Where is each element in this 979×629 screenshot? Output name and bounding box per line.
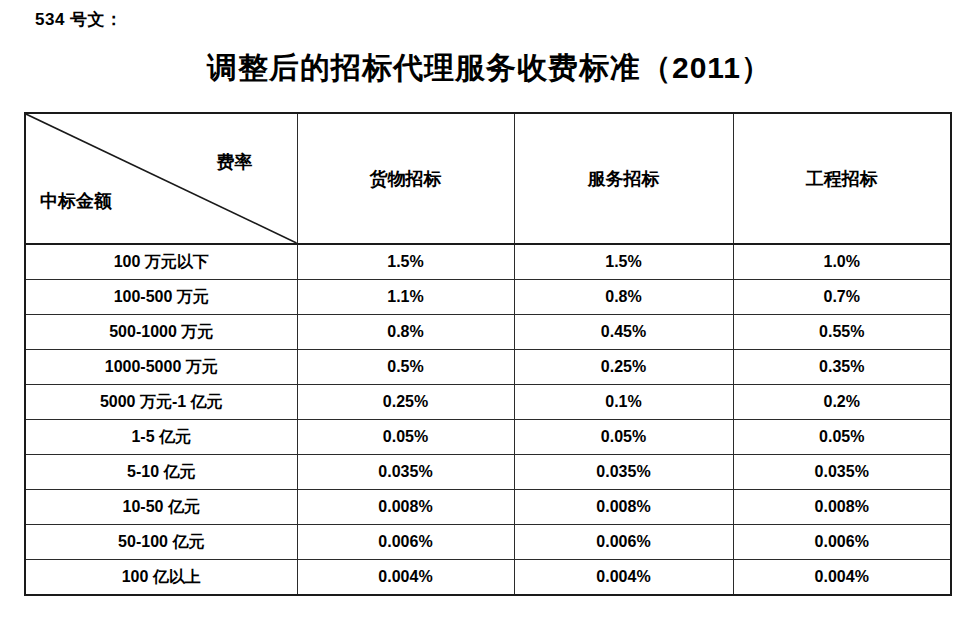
row-label-amount-range: 500-1000 万元 bbox=[25, 315, 297, 350]
rate-value-cell: 0.006% bbox=[733, 525, 951, 560]
table-row: 50-100 亿元0.006%0.006%0.006% bbox=[25, 525, 951, 560]
table-row: 1-5 亿元0.05%0.05%0.05% bbox=[25, 420, 951, 455]
fee-rate-table: 费率 中标金额 货物招标 服务招标 工程招标 100 万元以下1.5%1.5%1… bbox=[24, 112, 952, 596]
rate-value-cell: 0.1% bbox=[514, 385, 733, 420]
rate-value-cell: 0.035% bbox=[297, 455, 514, 490]
rate-value-cell: 0.2% bbox=[733, 385, 951, 420]
rate-value-cell: 0.05% bbox=[514, 420, 733, 455]
rate-value-cell: 0.006% bbox=[297, 525, 514, 560]
rate-value-cell: 0.8% bbox=[514, 280, 733, 315]
diagonal-divider-line bbox=[26, 114, 297, 243]
rate-value-cell: 0.006% bbox=[514, 525, 733, 560]
row-label-amount-range: 10-50 亿元 bbox=[25, 490, 297, 525]
rate-value-cell: 0.7% bbox=[733, 280, 951, 315]
table-row: 1000-5000 万元0.5%0.25%0.35% bbox=[25, 350, 951, 385]
corner-label-rate: 费率 bbox=[217, 150, 253, 174]
rate-value-cell: 0.05% bbox=[297, 420, 514, 455]
row-label-amount-range: 5-10 亿元 bbox=[25, 455, 297, 490]
rate-value-cell: 0.008% bbox=[514, 490, 733, 525]
row-label-amount-range: 100 亿以上 bbox=[25, 560, 297, 596]
rate-value-cell: 0.55% bbox=[733, 315, 951, 350]
rate-value-cell: 0.035% bbox=[514, 455, 733, 490]
rate-value-cell: 0.008% bbox=[297, 490, 514, 525]
rate-value-cell: 0.35% bbox=[733, 350, 951, 385]
table-row: 100-500 万元1.1%0.8%0.7% bbox=[25, 280, 951, 315]
rate-value-cell: 0.5% bbox=[297, 350, 514, 385]
table-row: 100 亿以上0.004%0.004%0.004% bbox=[25, 560, 951, 596]
table-row: 10-50 亿元0.008%0.008%0.008% bbox=[25, 490, 951, 525]
rate-value-cell: 1.5% bbox=[514, 244, 733, 280]
page-title: 调整后的招标代理服务收费标准（2011） bbox=[0, 48, 979, 89]
doc-number-label: 534 号文： bbox=[35, 8, 123, 31]
table-body: 100 万元以下1.5%1.5%1.0%100-500 万元1.1%0.8%0.… bbox=[25, 244, 951, 595]
row-label-amount-range: 1000-5000 万元 bbox=[25, 350, 297, 385]
rate-value-cell: 0.25% bbox=[514, 350, 733, 385]
row-label-amount-range: 50-100 亿元 bbox=[25, 525, 297, 560]
rate-value-cell: 1.0% bbox=[733, 244, 951, 280]
rate-value-cell: 1.5% bbox=[297, 244, 514, 280]
column-header-services: 服务招标 bbox=[514, 113, 733, 244]
rate-value-cell: 0.008% bbox=[733, 490, 951, 525]
row-label-amount-range: 100 万元以下 bbox=[25, 244, 297, 280]
rate-value-cell: 0.8% bbox=[297, 315, 514, 350]
row-label-amount-range: 1-5 亿元 bbox=[25, 420, 297, 455]
column-header-engineering: 工程招标 bbox=[733, 113, 951, 244]
rate-value-cell: 0.004% bbox=[297, 560, 514, 596]
rate-value-cell: 1.1% bbox=[297, 280, 514, 315]
table-row: 100 万元以下1.5%1.5%1.0% bbox=[25, 244, 951, 280]
row-label-amount-range: 100-500 万元 bbox=[25, 280, 297, 315]
rate-value-cell: 0.035% bbox=[733, 455, 951, 490]
corner-header-cell: 费率 中标金额 bbox=[25, 113, 297, 244]
rate-value-cell: 0.25% bbox=[297, 385, 514, 420]
rate-value-cell: 0.45% bbox=[514, 315, 733, 350]
column-header-goods: 货物招标 bbox=[297, 113, 514, 244]
rate-value-cell: 0.004% bbox=[733, 560, 951, 596]
row-label-amount-range: 5000 万元-1 亿元 bbox=[25, 385, 297, 420]
rate-value-cell: 0.004% bbox=[514, 560, 733, 596]
header-row: 费率 中标金额 货物招标 服务招标 工程招标 bbox=[25, 113, 951, 244]
rate-value-cell: 0.05% bbox=[733, 420, 951, 455]
table-row: 5-10 亿元0.035%0.035%0.035% bbox=[25, 455, 951, 490]
table-row: 500-1000 万元0.8%0.45%0.55% bbox=[25, 315, 951, 350]
table-row: 5000 万元-1 亿元0.25%0.1%0.2% bbox=[25, 385, 951, 420]
corner-label-amount: 中标金额 bbox=[40, 189, 112, 213]
